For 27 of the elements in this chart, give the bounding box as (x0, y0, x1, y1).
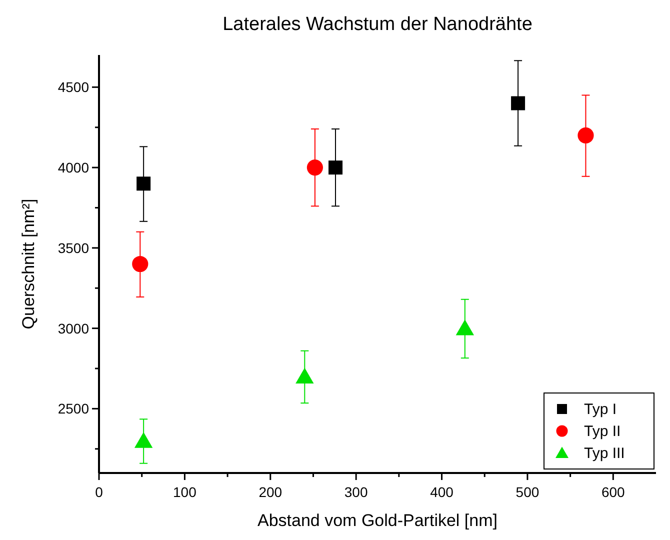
x-tick-label: 500 (516, 484, 540, 500)
x-axis-title: Abstand vom Gold-Partikel [nm] (258, 511, 498, 530)
point (328, 160, 343, 175)
point (511, 96, 526, 110)
legend-label: Typ III (584, 445, 625, 462)
point (132, 256, 148, 272)
x-tick-label: 200 (258, 484, 282, 500)
point (456, 320, 474, 336)
point (136, 176, 151, 191)
point (134, 432, 153, 448)
point (306, 159, 323, 176)
x-tick-label: 400 (430, 484, 454, 500)
x-tick-label: 600 (601, 484, 626, 500)
x-tick-label: 300 (344, 484, 368, 500)
x-tick-label: 100 (173, 484, 197, 500)
y-tick-label: 4500 (58, 79, 90, 96)
y-tick-label: 4000 (58, 160, 90, 176)
legend-label: Typ I (584, 401, 617, 418)
point (296, 368, 314, 384)
x-tick-label: 0 (95, 484, 104, 500)
y-tick-label: 3000 (58, 320, 90, 336)
chart-title: Laterales Wachstum der Nanodrähte (222, 14, 532, 35)
y-tick-label: 3500 (58, 240, 90, 256)
y-axis-title: Querschnitt [nm²] (19, 198, 38, 330)
legend-label: Typ II (584, 423, 621, 440)
y-tick-label: 2500 (58, 400, 90, 417)
point (578, 127, 594, 144)
